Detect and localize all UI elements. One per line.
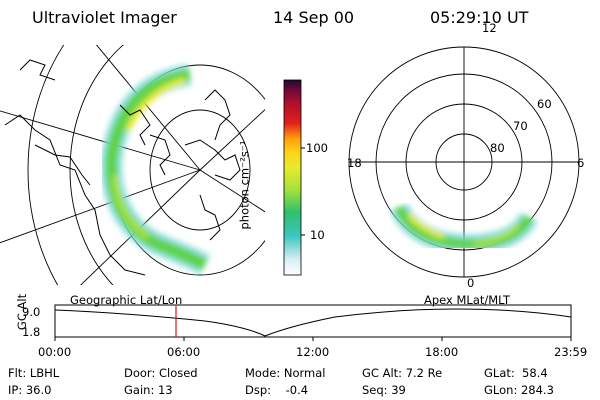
colorbar-unit-label: photon cm⁻²s⁻¹	[237, 140, 252, 230]
longitude-line	[199, 109, 265, 171]
coastline	[204, 89, 231, 141]
observation-date: 14 Sep 00	[273, 8, 355, 27]
instrument-title: Ultraviolet Imager	[32, 8, 177, 27]
coastline	[199, 194, 221, 241]
info-glat: GLat: 58.4	[484, 366, 548, 380]
altitude-plot	[54, 304, 572, 341]
time-tick-2359: 23:59	[554, 345, 588, 359]
mlat-label-70: 70	[513, 119, 528, 133]
mlt-label-18: 18	[347, 156, 362, 170]
geographic-panel-label: Geographic Lat/Lon	[70, 293, 183, 307]
time-tick-1200: 12:00	[296, 345, 330, 359]
coastline	[184, 139, 241, 181]
info-dsp: Dsp: -0.4	[245, 383, 309, 397]
coastline	[4, 114, 146, 276]
colorbar-gradient	[283, 79, 302, 276]
altitude-ytick-9: 9.0	[22, 305, 41, 319]
info-gain: Gain: 13	[124, 383, 173, 397]
mlat-label-60: 60	[537, 97, 552, 111]
auroral-emission	[100, 64, 211, 275]
auroral-emission	[389, 202, 538, 255]
coastline	[34, 144, 91, 186]
info-filter: Flt: LBHL	[8, 366, 60, 380]
geographic-map	[0, 45, 265, 285]
longitude-line	[199, 169, 265, 213]
polar-mlat-mlt-map	[348, 46, 580, 278]
coastline	[119, 104, 151, 146]
info-gc-alt: GC Alt: 7.2 Re	[362, 366, 443, 380]
mlt-label-0: 0	[467, 276, 475, 290]
latitude-circle	[149, 109, 251, 231]
info-glon: GLon: 284.3	[484, 383, 554, 397]
coastline	[149, 134, 171, 176]
mlat-label-80: 80	[490, 141, 505, 155]
info-ip: IP: 36.0	[8, 383, 52, 397]
longitude-line	[0, 169, 201, 244]
polar-panel-label: Apex MLat/MLT	[424, 293, 511, 307]
longitude-line	[0, 110, 201, 171]
time-tick-1800: 18:00	[425, 345, 459, 359]
colorbar	[283, 79, 305, 276]
time-tick-0000: 00:00	[38, 345, 72, 359]
altitude-ytick-1-8: 1.8	[22, 325, 41, 339]
latitude-circle	[69, 45, 124, 285]
mlt-label-12: 12	[482, 21, 497, 35]
coastline	[19, 59, 56, 81]
time-tick-0600: 06:00	[167, 345, 201, 359]
latitude-circle	[27, 45, 65, 285]
colorbar-tick-10: 10	[310, 228, 325, 242]
colorbar-tick-100: 100	[306, 141, 328, 155]
info-seq: Seq: 39	[362, 383, 406, 397]
mlt-label-6: 6	[577, 156, 585, 170]
info-mode: Mode: Normal	[245, 366, 326, 380]
info-door: Door: Closed	[124, 366, 198, 380]
altitude-curve	[54, 308, 572, 337]
observation-time: 05:29:10 UT	[430, 8, 529, 27]
